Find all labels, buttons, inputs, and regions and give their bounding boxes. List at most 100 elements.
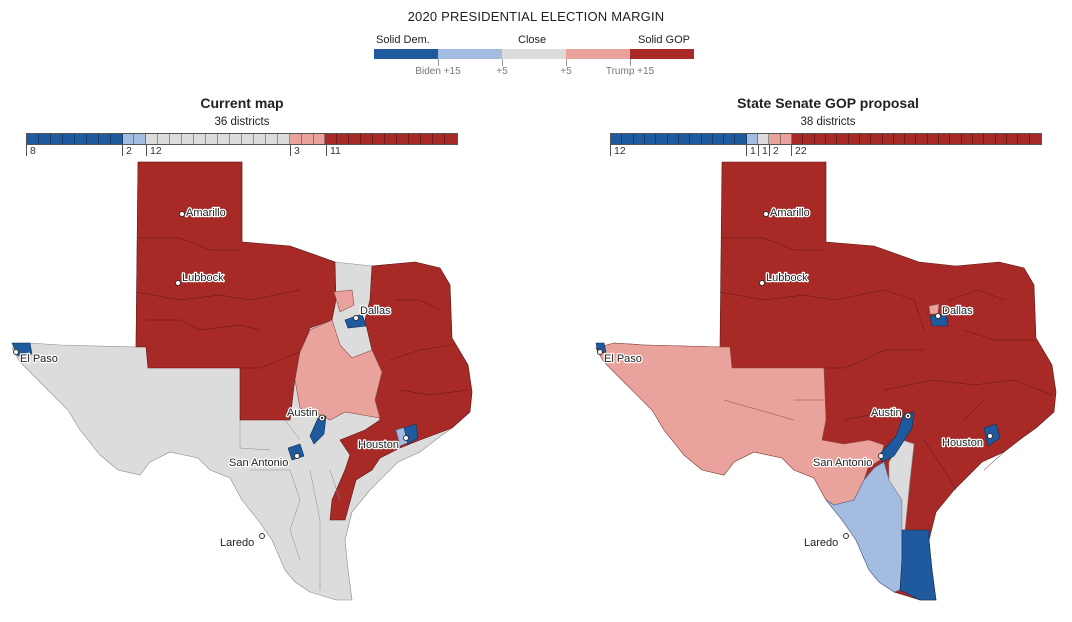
city-label-lubbock: Lubbock [182, 272, 224, 284]
seat-cell [241, 134, 254, 144]
seat-cell [301, 134, 314, 144]
city-label-houston: Houston [358, 439, 399, 451]
district-area-lean-gop [928, 303, 940, 315]
city-marker-el-paso: El Paso [13, 349, 59, 366]
seat-cell [194, 134, 207, 144]
city-marker-laredo: Laredo [219, 533, 265, 550]
seat-cell [277, 134, 290, 144]
seat-cell [218, 134, 230, 144]
seat-cell [939, 134, 951, 144]
seat-cell [27, 134, 39, 144]
legend-tick-label: Biden +15 [415, 66, 461, 77]
city-label-el-paso: El Paso [604, 353, 642, 365]
legend-tick-label: Trump +15 [605, 66, 655, 77]
panel-subtitle: 36 districts [214, 116, 270, 128]
district-boundary [723, 399, 824, 421]
city-label-laredo: Laredo [220, 537, 254, 549]
legend-swatch-close [502, 49, 566, 59]
seat-cell [735, 134, 747, 144]
seat-cell [882, 134, 894, 144]
seat-cell [206, 134, 218, 144]
seat-bar [26, 133, 458, 145]
city-label-austin: Austin [287, 407, 318, 419]
city-marker-houston: Houston [357, 435, 409, 452]
city-marker-san-antonio: San Antonio [812, 453, 884, 470]
seat-cell [769, 134, 781, 144]
seat-cell [973, 134, 985, 144]
seat-cell [385, 134, 398, 144]
city-marker-houston: Houston [941, 433, 993, 450]
legend-tick-label: +5 [496, 66, 508, 77]
seat-cell [444, 134, 457, 144]
seat-count-close: 12 [146, 145, 162, 157]
seat-cell [361, 134, 374, 144]
seat-cell [38, 134, 51, 144]
seat-cell [859, 134, 872, 144]
seat-count-lean-gop: 3 [290, 145, 300, 157]
seat-count-lean-dem: 1 [746, 145, 756, 157]
panel-title: State Senate GOP proposal [737, 95, 919, 111]
city-label-amarillo: Amarillo [770, 207, 810, 219]
seat-cell [146, 134, 159, 144]
seat-cell [420, 134, 433, 144]
city-marker-lubbock: Lubbock [175, 271, 225, 286]
city-label-houston: Houston [942, 437, 983, 449]
seat-cell [701, 134, 713, 144]
seat-cell [848, 134, 860, 144]
seat-count-solid-dem: 12 [610, 145, 626, 157]
seat-cell [373, 134, 386, 144]
seat-cell [667, 134, 679, 144]
legend-tick [566, 59, 567, 66]
seat-cell [1018, 134, 1030, 144]
seat-cell [837, 134, 849, 144]
city-label-amarillo: Amarillo [186, 207, 226, 219]
seat-cell [893, 134, 906, 144]
seat-cell [916, 134, 928, 144]
seat-cell [961, 134, 973, 144]
seat-count-solid-gop: 11 [326, 145, 341, 157]
seat-cell [984, 134, 996, 144]
legend-title: 2020 PRESIDENTIAL ELECTION MARGIN [407, 9, 665, 24]
seat-cell [313, 134, 326, 144]
seat-cell [50, 134, 63, 144]
city-label-lubbock: Lubbock [766, 272, 808, 284]
seat-cell [349, 134, 362, 144]
seat-cell [814, 134, 826, 144]
seat-cell [712, 134, 725, 144]
seat-cell [927, 134, 940, 144]
city-marker-lubbock: Lubbock [759, 271, 809, 286]
seat-cell [397, 134, 409, 144]
seat-count-solid-gop: 22 [791, 145, 807, 157]
texas-map-current: Amarillo Lubbock Dallas El Paso Austin H… [11, 161, 473, 601]
seat-cell [325, 134, 338, 144]
seat-cell [98, 134, 111, 144]
legend-swatch-lean-gop [566, 49, 630, 59]
seat-cell [253, 134, 266, 144]
city-marker-laredo: Laredo [803, 533, 849, 550]
seat-cell [792, 134, 804, 144]
seat-cell [724, 134, 736, 144]
city-marker-amarillo: Amarillo [179, 206, 227, 220]
seat-cell [871, 134, 883, 144]
city-marker-dallas: Dallas [353, 304, 392, 321]
seat-cell [825, 134, 838, 144]
city-label-austin: Austin [871, 407, 902, 419]
margin-legend: Solid Dem. Close Solid GOP Biden +15 +5 … [374, 34, 694, 82]
seat-cell [656, 134, 668, 144]
seat-cell [182, 134, 195, 144]
seat-count-solid-dem: 8 [26, 145, 36, 157]
city-label-laredo: Laredo [804, 537, 838, 549]
seat-cell [74, 134, 87, 144]
panel-title: Current map [200, 95, 284, 111]
seat-cell [265, 134, 278, 144]
legend-solid-dem-label: Solid Dem. [376, 34, 430, 46]
legend-tick [438, 59, 439, 66]
seat-cell [337, 134, 350, 144]
legend-tick-label: +5 [560, 66, 572, 77]
city-label-dallas: Dallas [942, 305, 973, 317]
district-area-solid-dem [899, 529, 937, 601]
legend-tick [630, 59, 631, 66]
panel-subtitle: 38 districts [800, 116, 856, 128]
seat-cell [432, 134, 445, 144]
city-label-san-antonio: San Antonio [813, 457, 872, 469]
